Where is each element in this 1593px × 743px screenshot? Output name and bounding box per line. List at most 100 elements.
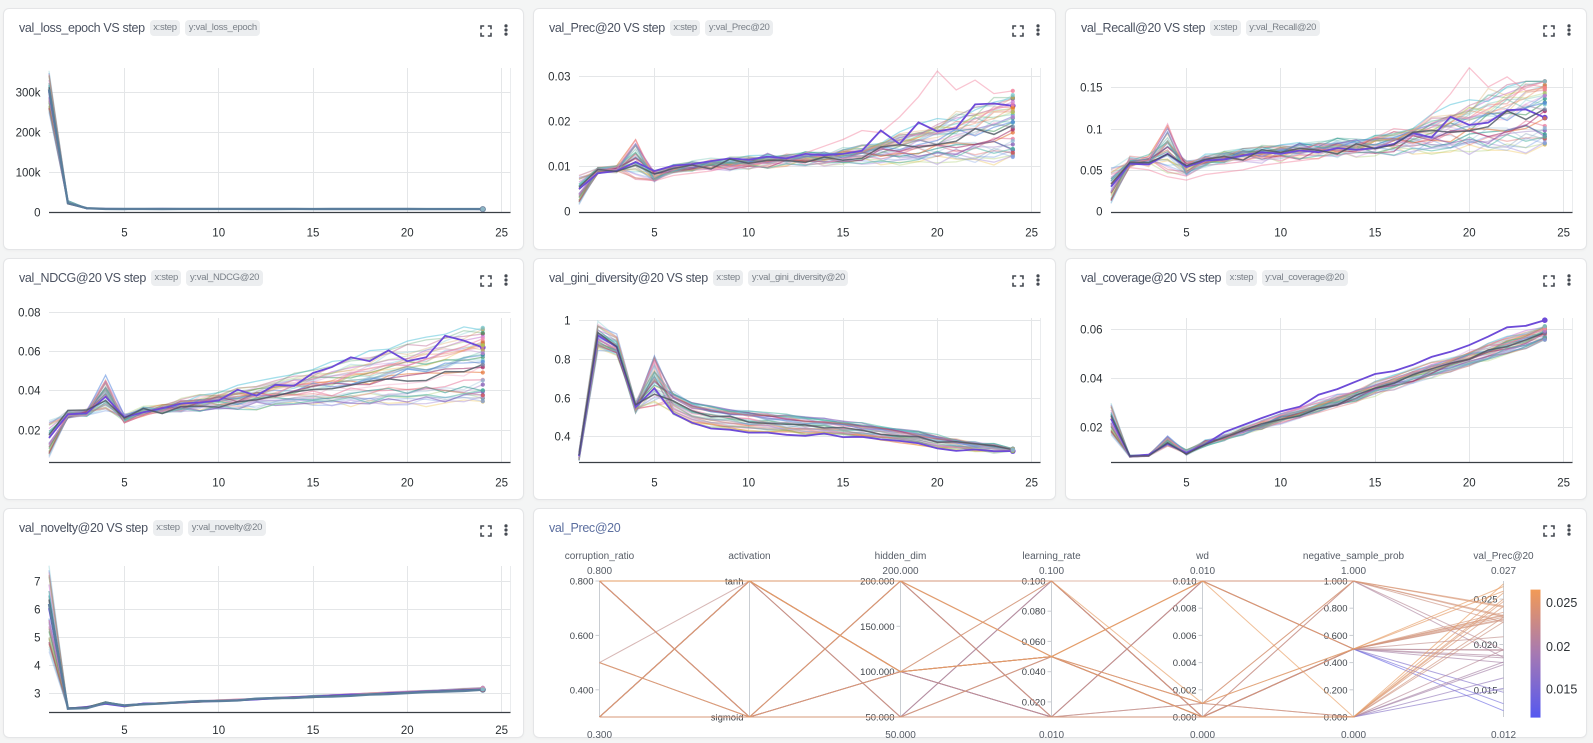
svg-text:0.200: 0.200 [1324, 685, 1348, 696]
svg-text:5: 5 [121, 478, 127, 490]
svg-text:activation: activation [728, 551, 770, 562]
svg-text:0.010: 0.010 [1039, 730, 1064, 738]
svg-text:20: 20 [401, 725, 414, 737]
svg-text:0.1: 0.1 [1087, 125, 1103, 137]
svg-text:25: 25 [1025, 478, 1038, 490]
svg-text:0.06: 0.06 [18, 347, 40, 359]
svg-text:15: 15 [837, 478, 850, 490]
svg-text:0.006: 0.006 [1173, 631, 1197, 642]
svg-text:20: 20 [1463, 478, 1476, 490]
svg-text:0.010: 0.010 [1190, 566, 1215, 577]
svg-text:0.040: 0.040 [1022, 667, 1046, 678]
svg-text:corruption_ratio: corruption_ratio [565, 551, 635, 562]
svg-text:0.4: 0.4 [555, 432, 572, 444]
svg-text:25: 25 [1557, 478, 1570, 490]
svg-text:0.04: 0.04 [18, 386, 41, 398]
svg-text:0.02: 0.02 [548, 117, 570, 129]
svg-text:25: 25 [495, 725, 508, 737]
svg-text:1.000: 1.000 [1324, 577, 1348, 588]
svg-text:0.300: 0.300 [587, 730, 612, 738]
svg-text:0.02: 0.02 [18, 426, 40, 438]
svg-text:15: 15 [1369, 478, 1382, 490]
svg-text:hidden_dim: hidden_dim [875, 551, 927, 562]
svg-text:0.600: 0.600 [570, 631, 594, 642]
svg-text:15: 15 [307, 478, 320, 490]
svg-text:wd: wd [1195, 551, 1209, 562]
svg-text:0.800: 0.800 [1324, 604, 1348, 615]
svg-text:5: 5 [121, 725, 127, 737]
svg-text:25: 25 [1557, 228, 1570, 240]
svg-text:20: 20 [1463, 228, 1476, 240]
svg-text:10: 10 [742, 228, 755, 240]
svg-text:5: 5 [121, 228, 127, 240]
svg-text:1: 1 [564, 316, 570, 328]
svg-text:0: 0 [1096, 207, 1102, 219]
svg-text:0.000: 0.000 [1173, 713, 1197, 724]
svg-text:0.03: 0.03 [548, 72, 570, 84]
svg-text:4: 4 [34, 661, 41, 673]
svg-text:0.002: 0.002 [1173, 685, 1197, 696]
svg-text:0.8: 0.8 [555, 355, 571, 367]
svg-text:0.004: 0.004 [1173, 658, 1197, 669]
svg-text:0.015: 0.015 [1546, 683, 1577, 697]
svg-text:25: 25 [495, 228, 508, 240]
svg-text:20: 20 [931, 228, 944, 240]
svg-text:0.000: 0.000 [1190, 730, 1215, 738]
svg-text:150.000: 150.000 [860, 622, 894, 633]
svg-text:5: 5 [651, 228, 657, 240]
svg-text:0.010: 0.010 [1173, 577, 1197, 588]
svg-text:20: 20 [401, 228, 414, 240]
svg-text:50.000: 50.000 [865, 713, 894, 724]
svg-text:sigmoid: sigmoid [711, 713, 744, 724]
svg-text:0.000: 0.000 [1341, 730, 1366, 738]
svg-text:0.400: 0.400 [570, 685, 594, 696]
svg-text:5: 5 [651, 478, 657, 490]
svg-text:0.800: 0.800 [570, 577, 594, 588]
svg-text:learning_rate: learning_rate [1022, 551, 1081, 562]
svg-text:10: 10 [1274, 478, 1287, 490]
svg-text:300k: 300k [16, 88, 41, 100]
svg-text:tanh: tanh [725, 577, 744, 588]
svg-text:0.06: 0.06 [1080, 325, 1102, 337]
svg-text:20: 20 [931, 478, 944, 490]
svg-text:0.020: 0.020 [1022, 697, 1046, 708]
svg-text:5: 5 [34, 633, 40, 645]
svg-text:0.800: 0.800 [587, 566, 612, 577]
svg-text:0.02: 0.02 [1546, 640, 1570, 654]
svg-text:0.100: 0.100 [1039, 566, 1064, 577]
svg-text:0.100: 0.100 [1022, 577, 1046, 588]
svg-text:0: 0 [564, 207, 570, 219]
svg-text:10: 10 [1274, 228, 1287, 240]
svg-text:0.025: 0.025 [1546, 596, 1577, 610]
svg-text:100.000: 100.000 [860, 667, 894, 678]
svg-text:0.008: 0.008 [1173, 604, 1197, 615]
svg-text:0.000: 0.000 [1324, 713, 1348, 724]
svg-text:15: 15 [1369, 228, 1382, 240]
svg-text:0.01: 0.01 [548, 162, 570, 174]
svg-text:0.080: 0.080 [1022, 607, 1046, 618]
svg-text:0.02: 0.02 [1080, 423, 1102, 435]
svg-text:10: 10 [212, 725, 225, 737]
svg-text:15: 15 [837, 228, 850, 240]
svg-text:7: 7 [34, 577, 40, 589]
svg-text:15: 15 [307, 725, 320, 737]
svg-text:0.400: 0.400 [1324, 658, 1348, 669]
svg-text:50.000: 50.000 [885, 730, 916, 738]
svg-text:10: 10 [212, 478, 225, 490]
svg-text:0.6: 0.6 [555, 394, 571, 406]
svg-text:20: 20 [401, 478, 414, 490]
svg-text:0.05: 0.05 [1080, 166, 1102, 178]
svg-text:25: 25 [1025, 228, 1038, 240]
svg-text:200.000: 200.000 [860, 577, 894, 588]
svg-text:200.000: 200.000 [882, 566, 919, 577]
svg-text:0.15: 0.15 [1080, 83, 1102, 95]
svg-text:negative_sample_prob: negative_sample_prob [1303, 551, 1405, 562]
svg-text:10: 10 [742, 478, 755, 490]
svg-text:10: 10 [212, 228, 225, 240]
svg-text:1.000: 1.000 [1341, 566, 1366, 577]
svg-text:200k: 200k [16, 128, 41, 140]
svg-text:15: 15 [307, 228, 320, 240]
svg-text:0.012: 0.012 [1491, 730, 1516, 738]
svg-text:0.060: 0.060 [1022, 637, 1046, 648]
svg-text:0.600: 0.600 [1324, 631, 1348, 642]
